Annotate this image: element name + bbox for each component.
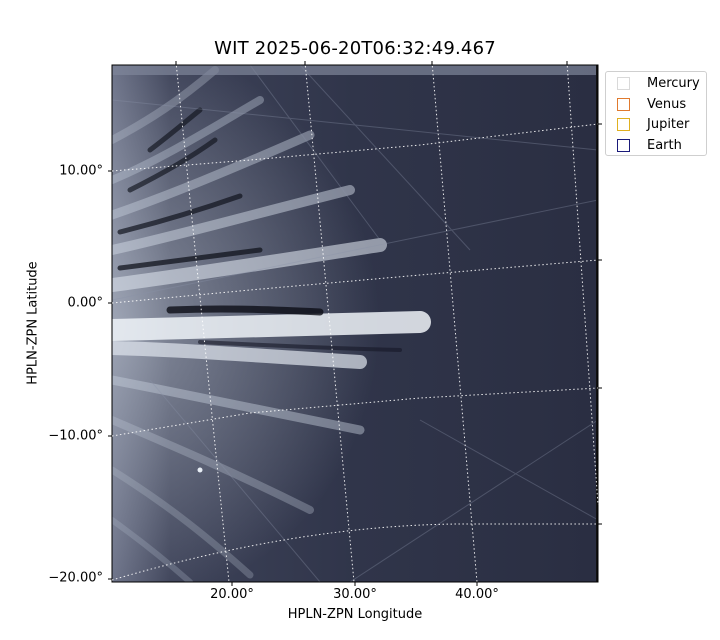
- legend-label: Mercury: [647, 75, 700, 91]
- x-tick-label: 20.00°: [210, 587, 254, 602]
- x-axis-label: HPLN-ZPN Longitude: [287, 607, 423, 622]
- mercury-marker-icon: [617, 76, 630, 90]
- heliospheric-image: [112, 65, 598, 582]
- y-tick-label: 0.00°: [67, 295, 103, 311]
- coordinate-grid: [111, 61, 599, 583]
- jupiter-marker-icon: [617, 117, 630, 131]
- legend-item-venus: Venus: [617, 96, 686, 112]
- tick-marks: [108, 61, 602, 586]
- legend-item-jupiter: Jupiter: [617, 116, 689, 132]
- venus-marker-icon: [617, 97, 630, 111]
- x-tick-label: 40.00°: [455, 587, 499, 602]
- x-tick-label: 30.00°: [333, 587, 377, 602]
- y-tick-label: −20.00°: [48, 570, 103, 586]
- legend-item-mercury: Mercury: [617, 75, 700, 91]
- y-tick-label: 10.00°: [59, 163, 103, 179]
- legend-label: Earth: [647, 137, 682, 153]
- legend-item-earth: Earth: [617, 137, 682, 153]
- y-axis-label: HPLN-ZPN Latitude: [25, 261, 41, 385]
- legend-label: Jupiter: [647, 116, 690, 132]
- plot-title: WIT 2025-06-20T06:32:49.467: [214, 38, 496, 59]
- legend-label: Venus: [647, 96, 687, 112]
- earth-marker-icon: [617, 138, 630, 152]
- legend: Mercury Venus Jupiter Earth: [605, 71, 707, 156]
- y-tick-label: −10.00°: [48, 428, 103, 444]
